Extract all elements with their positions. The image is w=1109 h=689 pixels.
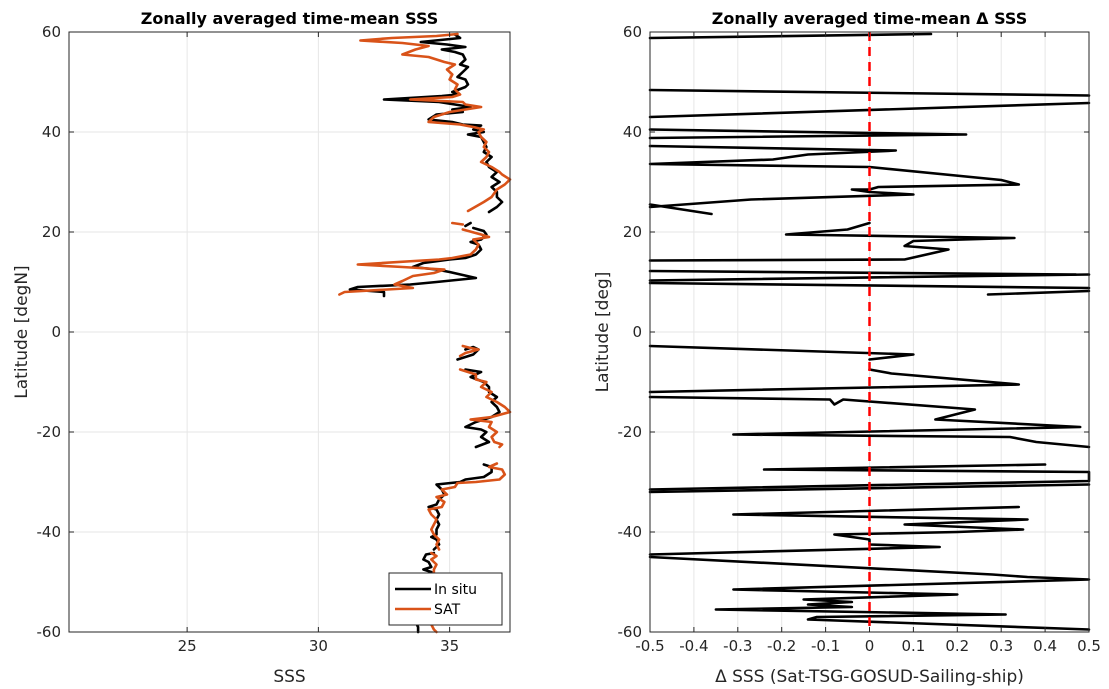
- series-line-delta-sss: [648, 505, 1029, 556]
- x-tick-label: 0: [865, 637, 875, 655]
- x-axis-label: SSS: [273, 667, 305, 687]
- x-tick-label: 0.5: [1077, 637, 1101, 655]
- x-tick-label: -0.5: [635, 637, 664, 655]
- y-tick-label: 0: [632, 323, 642, 341]
- series-line-delta-sss: [648, 32, 933, 40]
- x-axis-label: Δ SSS (Sat-TSG-GOSUD-Sailing-ship): [715, 667, 1024, 687]
- series-line-delta-sss: [986, 289, 1091, 296]
- x-tick-label: -0.2: [767, 637, 796, 655]
- y-tick-label: 60: [623, 23, 642, 41]
- x-tick-label: 0.4: [1033, 637, 1057, 655]
- series-line-sat: [359, 32, 512, 213]
- delta-sss-panel: -0.5 -0.4 -0.3 -0.2 -0.1 0 0.1 0.2 0.3 0.4 0.5 -60 -…: [593, 9, 1101, 687]
- x-tick-label: -0.1: [811, 637, 840, 655]
- legend-label: In situ: [434, 582, 477, 598]
- series-line-delta-sss: [648, 203, 713, 216]
- legend: In situ SAT: [388, 572, 503, 626]
- y-tick-label: -20: [618, 423, 643, 441]
- series-line-sat: [450, 221, 465, 226]
- series-line-in-situ: [348, 226, 488, 298]
- y-tick-label: 40: [42, 123, 61, 141]
- legend-box: [388, 572, 503, 626]
- y-tick-label: -40: [618, 523, 643, 541]
- series-line-sat: [458, 344, 480, 358]
- y-tick-label: 40: [623, 123, 642, 141]
- y-tick-label: -60: [618, 623, 643, 641]
- series-line-delta-sss: [648, 368, 1021, 394]
- series-line-delta-sss: [648, 128, 968, 140]
- y-axis-label: Latitude [deg]: [593, 272, 613, 393]
- y-tick-label: -60: [37, 623, 62, 641]
- series-line-delta-sss: [648, 555, 1091, 631]
- x-tick-label: 0.3: [989, 637, 1013, 655]
- y-tick-label: 60: [42, 23, 61, 41]
- series-lines: [338, 32, 512, 634]
- series-line-delta-sss: [648, 221, 1016, 262]
- x-tick-label: -0.3: [723, 637, 752, 655]
- y-tick-label: 0: [51, 323, 61, 341]
- series-line-delta-sss: [648, 144, 1021, 209]
- ticks: -0.5 -0.4 -0.3 -0.2 -0.1 0 0.1 0.2 0.3 0.4 0.5 -60 -…: [618, 23, 1101, 655]
- y-tick-label: 20: [42, 223, 61, 241]
- x-tick-label: 35: [440, 637, 459, 655]
- series-line-delta-sss: [648, 344, 915, 361]
- y-tick-label: 20: [623, 223, 642, 241]
- sss-panel: 25 30 35 -60 -40 -20 0 20 40 60 Zonally averaged …: [12, 9, 512, 687]
- series-line-sat: [338, 228, 491, 296]
- chart-title: Zonally averaged time-mean SSS: [141, 9, 439, 28]
- x-tick-label: 30: [309, 637, 328, 655]
- x-tick-label: 0.2: [945, 637, 969, 655]
- y-tick-label: -40: [37, 523, 62, 541]
- series-line-sat: [427, 462, 507, 551]
- series-line-in-situ: [464, 221, 472, 228]
- series-line-delta-sss: [648, 269, 1078, 276]
- ticks: 25 30 35 -60 -40 -20 0 20 40 60: [37, 23, 510, 655]
- x-tick-label: 25: [178, 637, 197, 655]
- legend-label: SAT: [434, 602, 461, 618]
- x-tick-label: 0.1: [901, 637, 925, 655]
- chart-title: Zonally averaged time-mean Δ SSS: [712, 9, 1028, 28]
- series-line-delta-sss: [648, 281, 1091, 290]
- series-line-delta-sss: [648, 395, 1091, 449]
- x-tick-label: -0.4: [679, 637, 708, 655]
- y-tick-label: -20: [37, 423, 62, 441]
- series-line-sat: [458, 368, 512, 449]
- series-line-in-situ: [382, 33, 504, 214]
- y-axis-label: Latitude [degN]: [12, 265, 32, 398]
